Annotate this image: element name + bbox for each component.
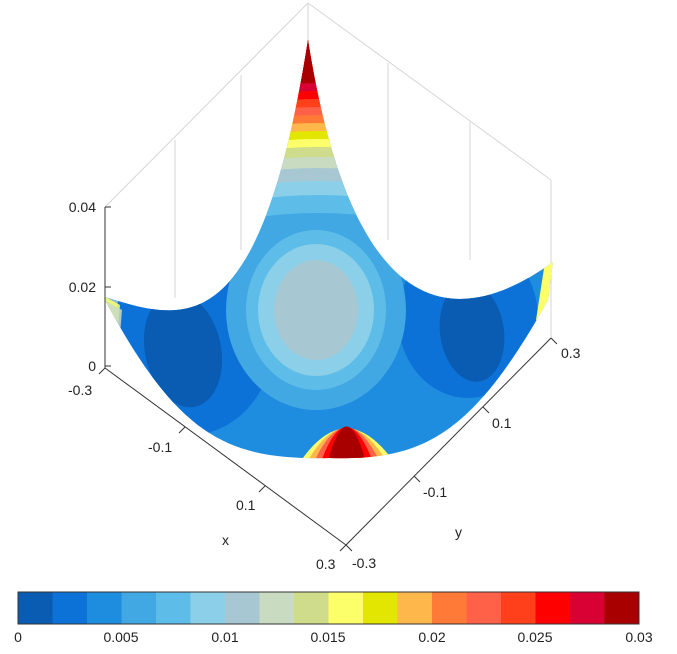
surface-minimum: [143, 292, 223, 408]
colorbar-swatch: [225, 592, 260, 624]
z-tick-label: 0.04: [69, 199, 96, 215]
colorbar-swatch: [501, 592, 536, 624]
colorbar-swatch: [535, 592, 571, 624]
x-tick-label: -0.1: [148, 439, 172, 455]
colorbar-swatch: [397, 592, 433, 624]
colorbar-tick-label: 0.01: [211, 629, 238, 645]
colorbar-swatch: [432, 592, 467, 624]
colorbar-swatch: [259, 592, 295, 624]
colorbar-tick-label: 0.005: [103, 629, 138, 645]
colorbar-swatch: [604, 592, 640, 624]
x-axis-label: x: [222, 532, 229, 548]
x-ticks: -0.3 -0.1 0.1 0.3 x: [68, 367, 347, 572]
colorbar-swatch: [328, 592, 364, 624]
colorbar-swatch: [121, 592, 157, 624]
colorbar-tick-label: 0.015: [310, 629, 345, 645]
colorbar-swatch: [156, 592, 191, 624]
colorbar-swatch: [363, 592, 398, 624]
colorbar-ticks: 0 0.005 0.01 0.015 0.02 0.025 0.03: [14, 629, 653, 645]
y-tick-label: 0.1: [492, 415, 512, 431]
colorbar-swatch: [87, 592, 122, 624]
surface-center: [274, 260, 358, 360]
colorbar: [17, 591, 640, 625]
surface-band: [328, 426, 366, 459]
colorbar-swatch: [466, 592, 502, 624]
colorbar-frame: [17, 591, 640, 625]
y-tick-label: -0.3: [352, 555, 376, 571]
x-tick-label: -0.3: [68, 382, 92, 398]
colorbar-swatch: [18, 592, 53, 624]
axis-box: [104, 2, 552, 368]
x-tick-label: 0.3: [316, 556, 336, 572]
colorbar-tick-label: 0.03: [625, 629, 652, 645]
y-ticks: -0.3 -0.1 0.1 0.3 y: [345, 337, 581, 571]
y-axis-label: y: [455, 524, 462, 540]
colorbar-swatch: [190, 592, 226, 624]
surface-minimum: [439, 282, 505, 382]
surface: [105, 40, 553, 459]
colorbar-tick-label: 0.02: [418, 629, 445, 645]
colorbar-swatch: [52, 592, 88, 624]
colorbar-swatch: [294, 592, 329, 624]
colorbar-tick-label: 0.025: [517, 629, 552, 645]
y-tick-label: -0.1: [423, 484, 447, 500]
z-tick-label: 0: [88, 358, 96, 374]
colorbar-swatch: [570, 592, 605, 624]
y-tick-label: 0.3: [561, 345, 581, 361]
surface-band: [536, 262, 553, 320]
z-ticks: 0.04 0.02 0: [69, 199, 111, 374]
colorbar-tick-label: 0: [14, 629, 22, 645]
z-tick-label: 0.02: [69, 279, 96, 295]
x-tick-label: 0.1: [236, 497, 256, 513]
